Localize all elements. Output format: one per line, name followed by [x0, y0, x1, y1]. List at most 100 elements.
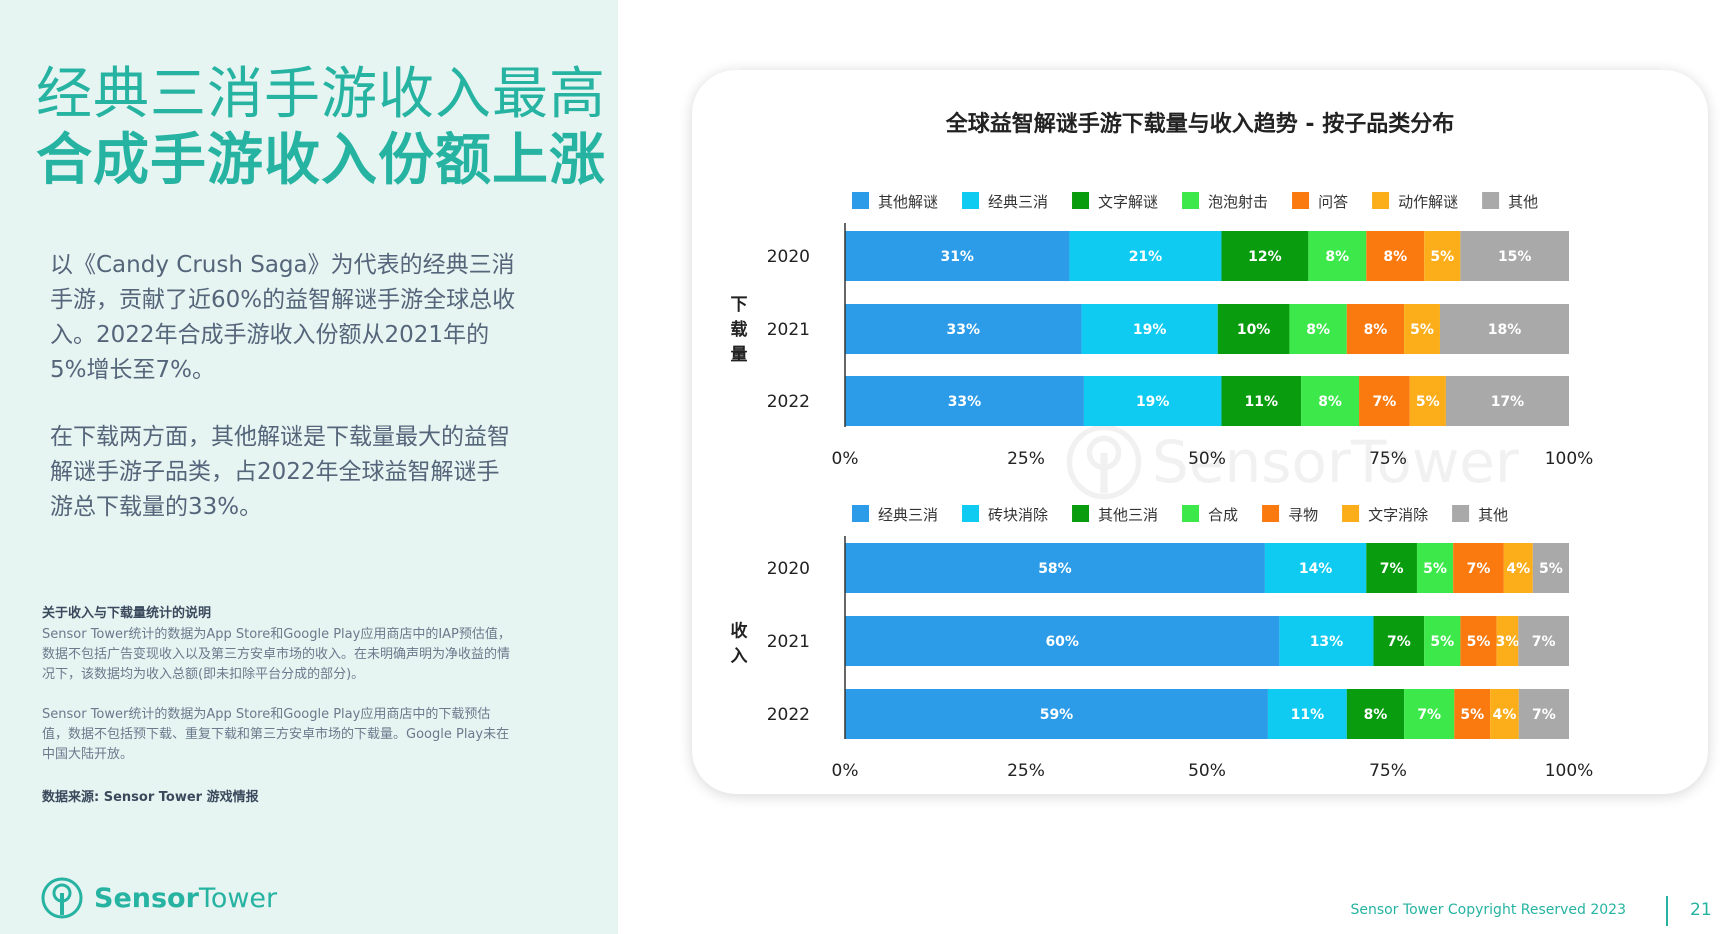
x-tick-label: 25%	[1007, 449, 1045, 469]
bar-segment	[1301, 376, 1360, 426]
legend-swatch	[1372, 192, 1390, 209]
bar-value-label: 33%	[947, 322, 981, 338]
bar-value-label: 4%	[1493, 707, 1517, 723]
legend-label: 其他三消	[1098, 506, 1158, 524]
bar-value-label: 5%	[1460, 707, 1484, 723]
bar-segment	[1346, 689, 1405, 739]
bar-segment	[845, 376, 1084, 426]
body-paragraph-1: 以《Candy Crush Saga》为代表的经典三消手游，贡献了近60%的益智…	[50, 252, 516, 383]
logo-word-sensor: Sensor	[94, 882, 199, 914]
legend-label: 寻物	[1288, 506, 1318, 524]
bar-segment	[1445, 376, 1569, 426]
bar-segment	[1359, 376, 1410, 426]
legend-swatch	[1072, 505, 1090, 522]
bar-value-label: 60%	[1045, 634, 1079, 650]
bar-segment	[845, 231, 1070, 281]
chart-title: 全球益智解谜手游下载量与收入趋势 - 按子品类分布	[945, 112, 1455, 137]
legend-label: 泡泡射击	[1208, 193, 1268, 211]
bar-value-label: 5%	[1467, 634, 1491, 650]
year-label: 2021	[767, 632, 810, 652]
bar-segment	[1496, 616, 1519, 666]
bar-value-label: 14%	[1299, 561, 1333, 577]
bar-value-label: 59%	[1040, 707, 1074, 723]
bar-segment	[1404, 689, 1455, 739]
panel-label-char: 下	[731, 295, 748, 315]
legend-swatch	[1452, 505, 1470, 522]
legend-label: 经典三消	[878, 506, 938, 524]
legend-swatch	[1482, 192, 1500, 209]
bar-value-label: 8%	[1325, 249, 1349, 265]
bar-value-label: 33%	[948, 394, 982, 410]
bar-segment	[1373, 616, 1425, 666]
bar-segment	[1083, 376, 1222, 426]
bar-value-label: 13%	[1310, 634, 1344, 650]
bar-segment	[1424, 231, 1461, 281]
year-label: 2022	[767, 392, 810, 412]
bar-segment	[845, 689, 1268, 739]
bar-segment	[1221, 376, 1302, 426]
legend-swatch	[1182, 192, 1200, 209]
bar-segment	[1532, 543, 1569, 593]
bar-segment	[1366, 231, 1425, 281]
notes-paragraph-2: Sensor Tower统计的数据为App Store和Google Play应…	[42, 707, 510, 762]
bar-value-label: 11%	[1245, 394, 1279, 410]
year-label: 2021	[767, 320, 810, 340]
footer-copyright: Sensor Tower Copyright Reserved 2023	[1350, 902, 1626, 918]
notes-title: 关于收入与下载量统计的说明	[42, 606, 212, 621]
x-tick-label: 0%	[832, 449, 859, 469]
bar-value-label: 5%	[1430, 249, 1454, 265]
legend-label: 动作解谜	[1398, 193, 1458, 211]
bar-segment	[1217, 304, 1290, 354]
bar-segment	[1404, 304, 1440, 354]
left-panel: 经典三消手游收入最高 合成手游收入份额上涨 以《Candy Crush Saga…	[0, 0, 618, 934]
legend-swatch	[852, 505, 869, 522]
x-tick-label: 75%	[1369, 761, 1407, 781]
legend-swatch	[1182, 505, 1200, 522]
bar-value-label: 8%	[1364, 707, 1388, 723]
bar-segment	[1081, 304, 1218, 354]
bar-segment	[1346, 304, 1405, 354]
bar-value-label: 58%	[1038, 561, 1072, 577]
bar-value-label: 19%	[1136, 394, 1170, 410]
legend-label: 经典三消	[988, 193, 1048, 211]
bar-value-label: 5%	[1410, 322, 1434, 338]
bar-segment	[845, 543, 1265, 593]
bar-segment	[845, 304, 1082, 354]
sensor-tower-logo-icon	[41, 877, 83, 919]
legend-label: 文字消除	[1368, 506, 1428, 524]
bar-value-label: 18%	[1488, 322, 1522, 338]
logo-wordmark: SensorTower	[94, 883, 277, 914]
bar-value-label: 5%	[1416, 394, 1440, 410]
bar-segment	[1518, 616, 1569, 666]
year-label: 2022	[767, 705, 810, 725]
legend-label: 砖块消除	[988, 506, 1048, 524]
x-tick-label: 50%	[1188, 449, 1226, 469]
bar-value-label: 17%	[1491, 394, 1525, 410]
bar-value-label: 7%	[1467, 561, 1491, 577]
bar-segment	[1409, 376, 1446, 426]
x-tick-label: 100%	[1545, 449, 1594, 469]
bar-value-label: 31%	[940, 249, 974, 265]
bar-segment	[1424, 616, 1461, 666]
bar-value-label: 7%	[1380, 561, 1404, 577]
bar-segment	[1439, 304, 1569, 354]
bar-value-label: 10%	[1237, 322, 1271, 338]
legend-label: 合成	[1208, 506, 1238, 524]
x-tick-label: 100%	[1545, 761, 1594, 781]
headline-line-2: 合成手游收入份额上涨	[36, 128, 606, 193]
bar-value-label: 7%	[1417, 707, 1441, 723]
bar-value-label: 7%	[1532, 634, 1556, 650]
bar-value-label: 4%	[1506, 561, 1530, 577]
data-source-note: 数据来源: Sensor Tower 游戏情报	[42, 790, 259, 805]
bar-value-label: 8%	[1306, 322, 1330, 338]
bar-segment	[1490, 689, 1519, 739]
bar-segment	[1069, 231, 1222, 281]
bar-value-label: 7%	[1532, 707, 1556, 723]
bar-value-label: 21%	[1129, 249, 1163, 265]
bar-value-label: 19%	[1133, 322, 1167, 338]
panel-label-char: 载	[731, 319, 748, 340]
bar-value-label: 5%	[1423, 561, 1447, 577]
legend-label: 问答	[1318, 193, 1348, 211]
bar-value-label: 7%	[1387, 634, 1411, 650]
